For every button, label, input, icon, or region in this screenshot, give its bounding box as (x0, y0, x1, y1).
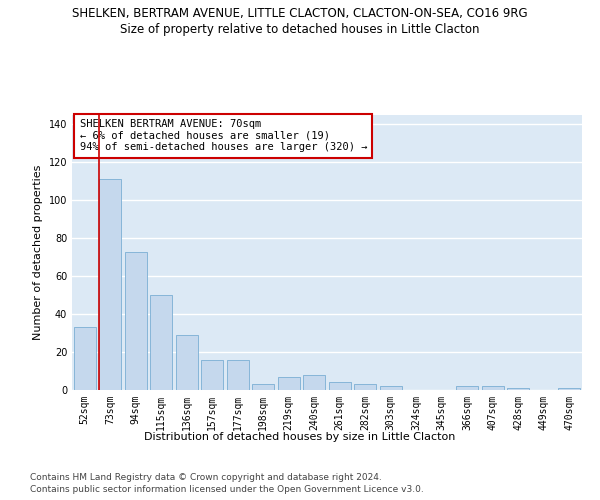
Bar (508, 388, 529, 390)
Bar (457, 386, 478, 390)
Bar (253, 384, 274, 390)
Text: Distribution of detached houses by size in Little Clacton: Distribution of detached houses by size … (145, 432, 455, 442)
Bar (355, 384, 376, 390)
Bar (151, 295, 172, 390)
Text: Contains HM Land Registry data © Crown copyright and database right 2024.: Contains HM Land Registry data © Crown c… (30, 472, 382, 482)
Bar (278, 376, 299, 390)
Y-axis label: Number of detached properties: Number of detached properties (33, 165, 43, 340)
Text: SHELKEN BERTRAM AVENUE: 70sqm
← 6% of detached houses are smaller (19)
94% of se: SHELKEN BERTRAM AVENUE: 70sqm ← 6% of de… (80, 119, 367, 152)
Bar (74, 328, 95, 390)
Bar (559, 388, 580, 390)
Bar (176, 335, 197, 390)
Text: SHELKEN, BERTRAM AVENUE, LITTLE CLACTON, CLACTON-ON-SEA, CO16 9RG: SHELKEN, BERTRAM AVENUE, LITTLE CLACTON,… (72, 8, 528, 20)
Text: Contains public sector information licensed under the Open Government Licence v3: Contains public sector information licen… (30, 485, 424, 494)
Text: Size of property relative to detached houses in Little Clacton: Size of property relative to detached ho… (120, 22, 480, 36)
Bar (380, 386, 401, 390)
Bar (125, 252, 146, 390)
Bar (329, 382, 350, 390)
Bar (482, 386, 503, 390)
Bar (202, 360, 223, 390)
Bar (304, 375, 325, 390)
Bar (227, 360, 248, 390)
Bar (100, 180, 121, 390)
